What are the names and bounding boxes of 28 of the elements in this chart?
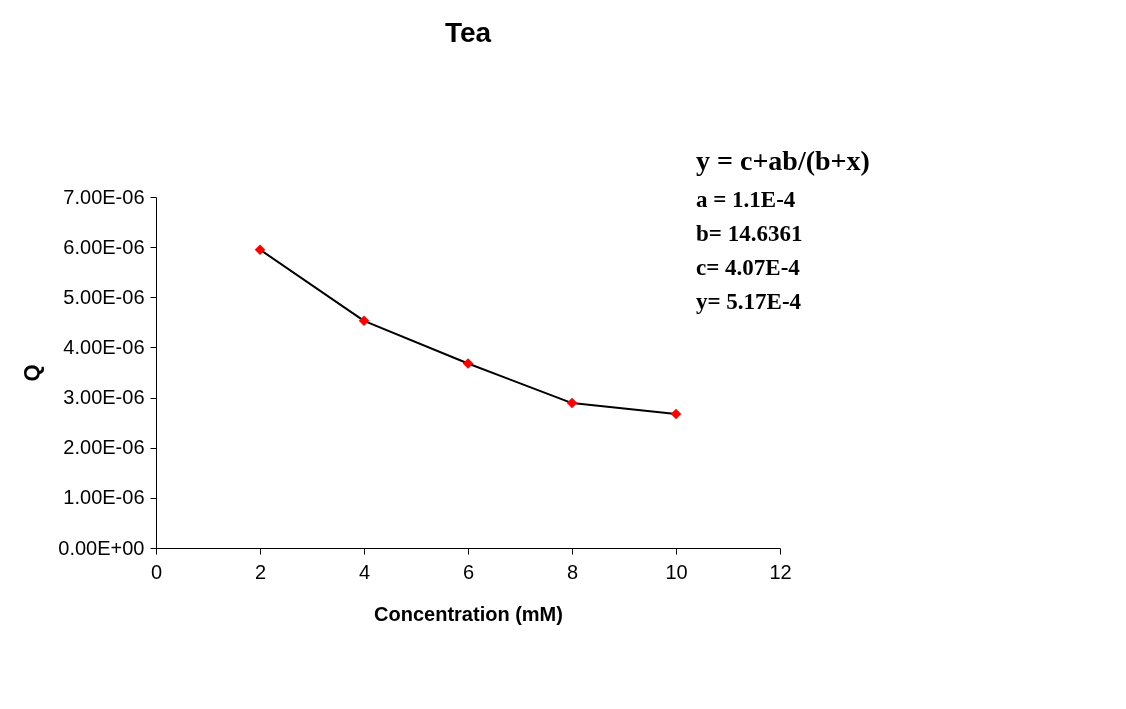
- chart-title: Tea: [444, 17, 492, 48]
- x-tick-label: 0: [150, 560, 163, 583]
- y-tick-label: 2.00E-06: [63, 436, 145, 459]
- x-axis-title: Concentration (mM): [374, 602, 563, 625]
- x-tick-label: 6: [462, 560, 475, 583]
- point: [254, 244, 266, 255]
- y-tick-label: 7.00E-06: [63, 185, 145, 208]
- point: [566, 397, 578, 409]
- x-tick-label: 12: [769, 560, 792, 583]
- y-tick-label: 4.00E-06: [63, 335, 145, 358]
- x-tick-label: 10: [665, 560, 688, 583]
- x-tick-label: 4: [358, 560, 371, 583]
- annotation: a = 1.1E-4: [696, 187, 796, 212]
- x-tick-label: 8: [566, 560, 579, 583]
- y-tick-label: 5.00E-06: [63, 285, 145, 308]
- y-tick-label: 6.00E-06: [63, 235, 145, 258]
- annotation: b= 14.6361: [696, 221, 803, 246]
- y-tick-label: 3.00E-06: [63, 386, 145, 409]
- x-tick-label: 2: [254, 560, 267, 583]
- annotation: y= 5.17E-4: [696, 289, 802, 314]
- annotation: c= 4.07E-4: [696, 255, 801, 280]
- y-tick-label: 1.00E-06: [63, 486, 145, 509]
- point: [670, 408, 682, 420]
- y-axis-title: Q: [19, 364, 45, 382]
- text: y = c+ab/(b+x): [696, 145, 870, 176]
- y-tick-label: 0.00E+00: [58, 536, 145, 559]
- point: [462, 358, 474, 369]
- point: [358, 315, 370, 327]
